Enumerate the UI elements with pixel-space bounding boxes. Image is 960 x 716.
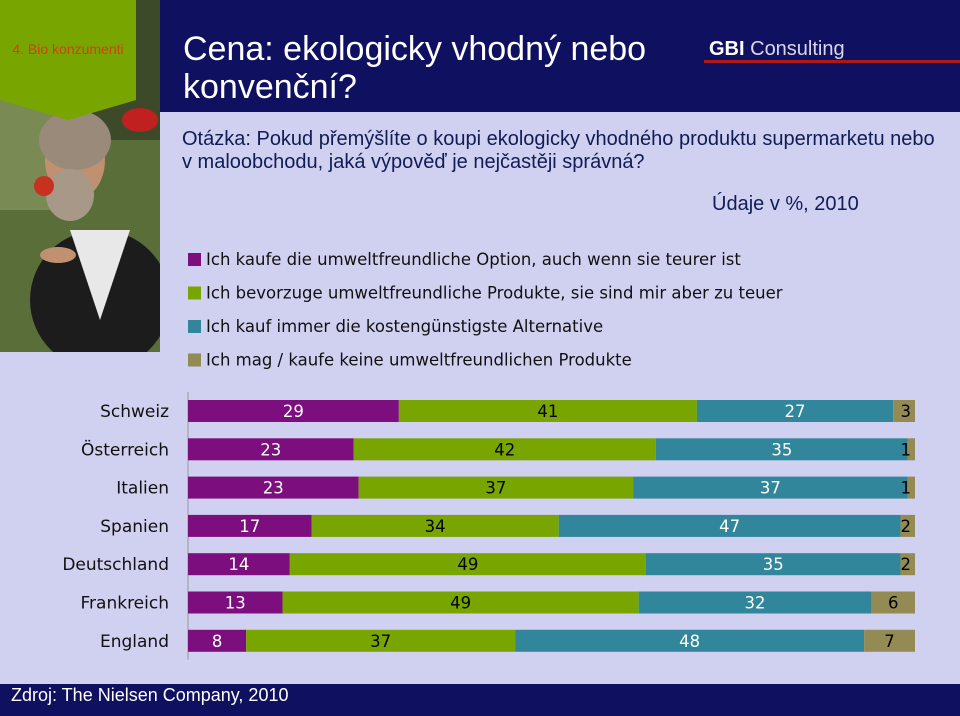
category-label: Deutschland bbox=[62, 555, 169, 575]
bar-segment bbox=[907, 476, 915, 499]
bar-segment bbox=[871, 591, 915, 614]
unit-note: Údaje v %, 2010 bbox=[712, 193, 859, 215]
bar-segment bbox=[188, 553, 290, 576]
data-label: 47 bbox=[719, 517, 740, 536]
legend-label: Ich bevorzuge umweltfreundliche Produkte… bbox=[206, 284, 783, 303]
category-label: Spanien bbox=[100, 517, 169, 537]
legend-label: Ich mag / kaufe keine umweltfreundlichen… bbox=[206, 351, 632, 370]
data-label: 1 bbox=[901, 479, 912, 498]
header-bar bbox=[0, 0, 960, 112]
bar-segment bbox=[655, 438, 908, 461]
slide-title: Cena: ekologicky vhodný nebo konvenční? bbox=[183, 30, 647, 106]
bar-segment bbox=[246, 629, 516, 652]
legend-label: Ich kaufe die umweltfreundliche Option, … bbox=[206, 250, 741, 269]
category-label: England bbox=[100, 632, 169, 652]
data-label: 32 bbox=[745, 594, 766, 613]
bar-segment bbox=[864, 629, 915, 652]
data-label: 7 bbox=[884, 632, 895, 651]
bar-segment bbox=[188, 629, 247, 652]
data-label: 1 bbox=[901, 440, 912, 459]
data-label: 8 bbox=[212, 632, 223, 651]
data-label: 34 bbox=[425, 517, 446, 536]
bar-segment bbox=[289, 553, 647, 576]
data-label: 35 bbox=[771, 440, 792, 459]
footer-bar bbox=[0, 684, 960, 716]
section-badge: 4. Bio konzumenti bbox=[0, 0, 136, 120]
survey-question: Otázka: Pokud přemýšlíte o koupi ekologi… bbox=[182, 128, 935, 173]
data-label: 3 bbox=[901, 402, 912, 421]
data-label: 2 bbox=[901, 555, 912, 574]
legend-swatch bbox=[188, 320, 201, 333]
bar-segment bbox=[188, 438, 354, 461]
data-label: 6 bbox=[888, 594, 899, 613]
data-label: 13 bbox=[225, 594, 246, 613]
bar-segment bbox=[311, 514, 559, 537]
brand-rest: Consulting bbox=[744, 38, 845, 60]
brand-underline bbox=[704, 60, 960, 63]
data-label: 17 bbox=[239, 517, 260, 536]
data-label: 41 bbox=[537, 402, 558, 421]
data-label: 35 bbox=[763, 555, 784, 574]
badge-label: 4. Bio konzumenti bbox=[12, 41, 123, 57]
bar-segment bbox=[696, 400, 894, 422]
legend-swatch bbox=[188, 253, 201, 266]
bar-segment bbox=[558, 514, 901, 537]
data-label: 27 bbox=[785, 402, 806, 421]
bar-segment bbox=[646, 553, 901, 576]
bar-segment bbox=[358, 476, 634, 499]
bar-segment bbox=[398, 400, 697, 422]
category-label: Frankreich bbox=[81, 594, 170, 614]
legend-swatch bbox=[188, 353, 201, 367]
source-note: Zdroj: The Nielsen Company, 2010 bbox=[11, 685, 289, 705]
data-label: 37 bbox=[370, 632, 391, 651]
category-label: Schweiz bbox=[100, 402, 169, 422]
legend-label: Ich kauf immer die kostengünstigste Alte… bbox=[206, 317, 603, 336]
data-label: 37 bbox=[485, 479, 506, 498]
data-label: 23 bbox=[260, 440, 281, 459]
data-label: 37 bbox=[760, 479, 781, 498]
data-label: 23 bbox=[263, 479, 284, 498]
bar-segment bbox=[638, 591, 872, 614]
legend-swatch bbox=[188, 286, 201, 300]
bar-segment bbox=[633, 476, 908, 499]
bar-segment bbox=[900, 553, 915, 576]
data-label: 14 bbox=[228, 555, 249, 574]
category-label: Österreich bbox=[81, 438, 169, 460]
data-label: 49 bbox=[450, 594, 471, 613]
data-label: 29 bbox=[283, 402, 304, 421]
data-label: 48 bbox=[679, 632, 700, 651]
bar-segment bbox=[188, 591, 283, 614]
bar-segment bbox=[188, 476, 359, 499]
bar-segment bbox=[900, 514, 915, 537]
brand-logo: GBI Consulting bbox=[709, 38, 845, 61]
data-label: 2 bbox=[901, 517, 912, 536]
bar-segment bbox=[893, 400, 915, 422]
bar-segment bbox=[353, 438, 656, 461]
bar-segment bbox=[188, 514, 312, 537]
brand-strong: GBI bbox=[709, 38, 745, 60]
data-label: 42 bbox=[494, 440, 515, 459]
bar-segment bbox=[188, 400, 399, 422]
bar-segment bbox=[907, 438, 915, 461]
data-label: 49 bbox=[457, 555, 478, 574]
bar-segment bbox=[282, 591, 639, 614]
bar-segment bbox=[515, 629, 865, 652]
category-label: Italien bbox=[116, 479, 169, 499]
